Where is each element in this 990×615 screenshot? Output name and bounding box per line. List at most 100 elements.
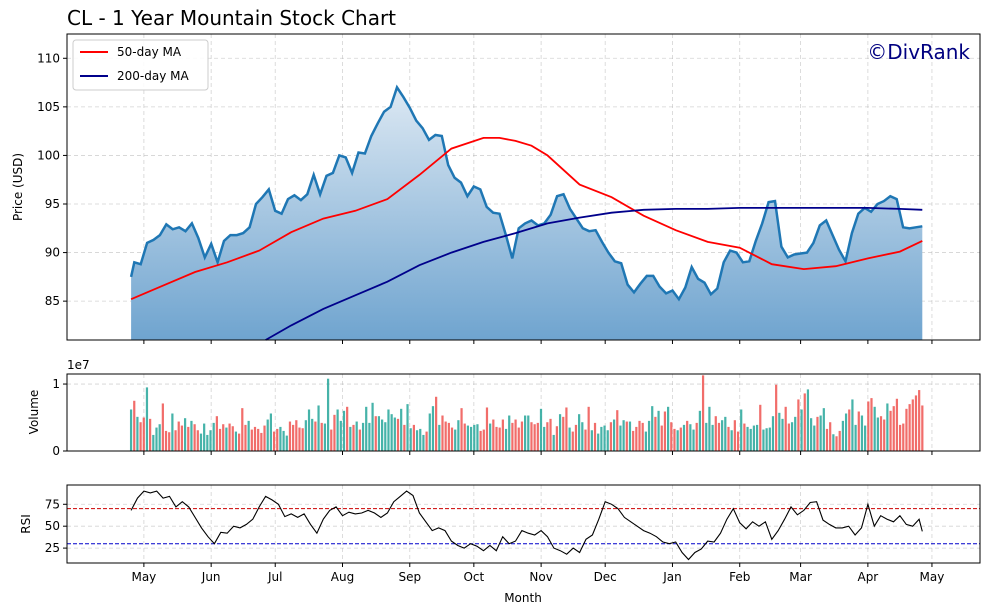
month-tick-label: Dec <box>594 570 617 584</box>
volume-bar <box>908 404 911 451</box>
volume-bar <box>161 403 164 451</box>
volume-bar <box>155 427 158 451</box>
volume-bar <box>889 410 892 451</box>
volume-bar <box>654 416 657 451</box>
volume-bar <box>431 406 435 451</box>
volume-bar <box>444 421 447 451</box>
volume-bar <box>517 427 520 451</box>
month-tick-label: Apr <box>857 570 878 584</box>
price-y-ticks: 85 90 95 100 105 110 <box>37 51 67 308</box>
volume-bar <box>142 417 145 451</box>
price-area <box>131 87 923 341</box>
volume-bar <box>851 399 854 451</box>
volume-bar <box>765 428 768 451</box>
rsi-y-ticks: 25 50 75 <box>45 497 67 555</box>
volume-bar <box>282 430 285 451</box>
volume-bar <box>784 406 787 451</box>
volume-bar <box>790 422 794 451</box>
volume-bar <box>152 434 155 451</box>
volume-bar <box>342 410 346 451</box>
volume-bar <box>269 413 272 451</box>
volume-bar <box>854 424 857 451</box>
volume-bar <box>552 434 555 451</box>
volume-bar <box>272 431 276 451</box>
volume-bar <box>539 408 543 451</box>
volume-bar <box>218 428 222 451</box>
volume-bar <box>616 410 619 451</box>
volume-bar <box>771 416 775 451</box>
volume-bar <box>911 399 914 451</box>
volume-bar <box>168 432 171 451</box>
volume-bar <box>129 409 133 451</box>
volume-bar <box>307 409 311 451</box>
volume-bar <box>393 417 396 451</box>
watermark: ©DivRank <box>867 40 970 64</box>
volume-bar <box>171 413 174 451</box>
volume-bar <box>199 433 203 451</box>
volume-bar <box>428 413 431 451</box>
volume-bar <box>536 422 539 451</box>
month-tick-label: Jul <box>267 570 282 584</box>
volume-bar <box>609 422 613 451</box>
volume-bar <box>721 420 724 451</box>
volume-bar <box>390 414 393 451</box>
volume-bar <box>520 421 524 451</box>
volume-bar <box>365 406 368 451</box>
volume-bar <box>775 384 778 451</box>
volume-bar <box>381 419 384 451</box>
volume-bar <box>139 422 142 451</box>
volume-bar <box>492 419 495 451</box>
volume-bar <box>476 424 479 451</box>
volume-bar <box>762 429 765 451</box>
volume-bar <box>810 418 813 451</box>
volume-bar <box>384 422 387 451</box>
x-axis-label: Month <box>504 591 542 605</box>
volume-bar <box>295 420 298 451</box>
volume-bar <box>425 431 428 451</box>
volume-bar <box>304 420 307 451</box>
volume-bar <box>247 420 250 451</box>
volume-bar <box>736 431 740 451</box>
volume-bar <box>409 428 412 451</box>
volume-bar <box>571 431 574 451</box>
rsi-grid <box>67 485 980 563</box>
volume-bar <box>330 429 333 451</box>
volume-bar <box>918 390 921 451</box>
month-tick-label: Feb <box>729 570 750 584</box>
volume-bar <box>628 421 632 451</box>
rsi-y-tick-label: 50 <box>45 519 60 533</box>
volume-bar <box>743 423 746 451</box>
volume-bar <box>241 408 244 451</box>
volume-bar <box>435 396 438 451</box>
volume-bar <box>419 428 422 451</box>
volume-bar <box>489 423 492 451</box>
volume-bar <box>902 423 905 451</box>
price-line <box>129 84 923 302</box>
ma200-line <box>265 207 923 341</box>
volume-bar <box>701 375 705 451</box>
volume-bar <box>578 414 581 451</box>
volume-bar <box>447 422 450 451</box>
volume-bar <box>415 430 419 451</box>
volume-bar <box>705 422 708 451</box>
volume-bar <box>149 418 152 451</box>
volume-bar <box>203 423 206 451</box>
volume-bar <box>406 404 409 451</box>
volume-bar <box>657 410 660 451</box>
volume-bar <box>914 395 918 451</box>
volume-bar <box>746 426 749 451</box>
volume-bar <box>527 415 530 451</box>
volume-bar <box>562 416 565 451</box>
rsi-y-tick-label: 25 <box>45 541 60 555</box>
price-panel: 85 90 95 100 105 110 CL - 1 Year Mountain Sto… <box>11 6 981 344</box>
volume-bar <box>755 424 759 451</box>
volume-bar <box>838 430 841 451</box>
legend: 50-day MA 200-day MA <box>72 39 209 91</box>
price-y-tick-label: 95 <box>45 197 60 211</box>
volume-bar <box>825 428 829 451</box>
volume-bar <box>482 429 485 451</box>
volume-y-label: Volume <box>27 390 41 435</box>
volume-bar <box>835 436 838 451</box>
volume-bar <box>209 430 212 451</box>
volume-bar <box>377 416 381 451</box>
